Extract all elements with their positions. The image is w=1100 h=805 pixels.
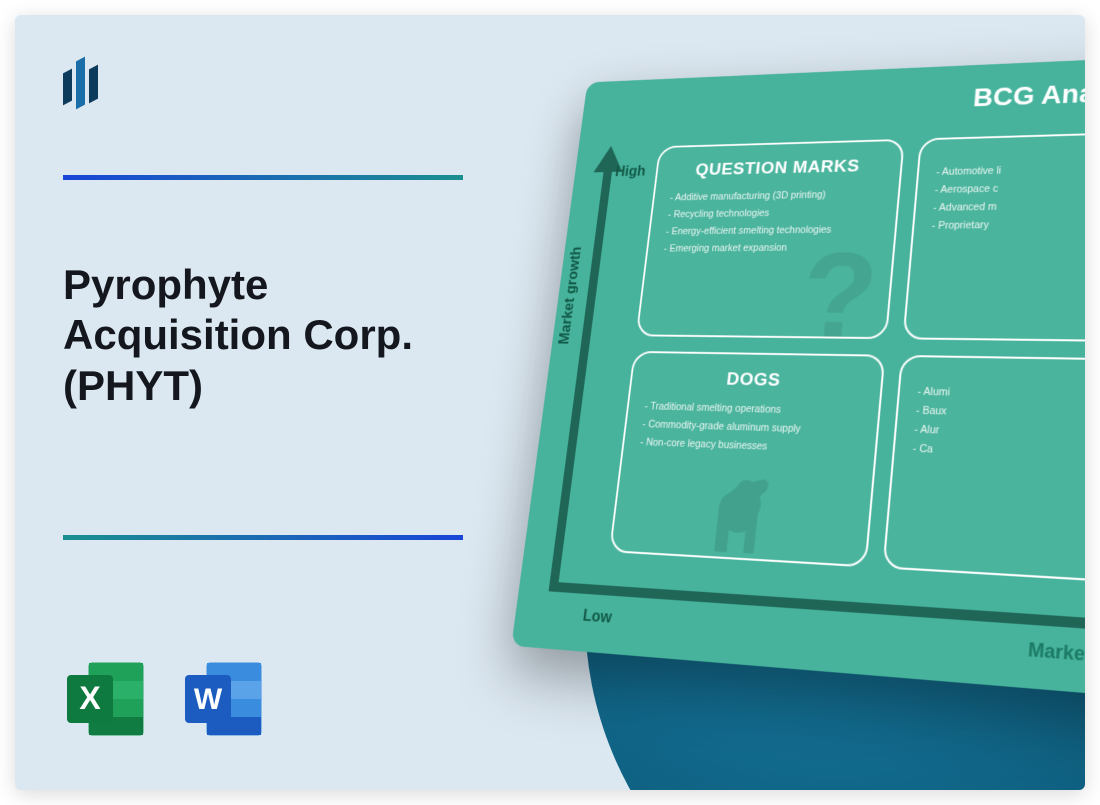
list-item: Advanced m — [933, 195, 1085, 217]
watermark-dog — [682, 453, 797, 567]
quadrant-heading — [919, 373, 1085, 378]
list-item: Proprietary — [931, 214, 1085, 235]
quadrant-heading: QUESTION MARKS — [672, 156, 884, 181]
word-icon: W — [181, 655, 269, 743]
quadrant-bottom-right: Alumi Baux Alur Ca — [882, 355, 1085, 586]
divider-bottom — [63, 535, 463, 540]
y-axis-arrow — [549, 168, 613, 592]
x-axis-arrow — [549, 582, 1085, 632]
axis-label-low: Low — [582, 608, 613, 628]
svg-text:W: W — [194, 683, 223, 716]
bcg-matrix-panel: BCG Analysis High Low Market growth Mark… — [511, 54, 1085, 702]
excel-icon: X — [63, 655, 151, 743]
list-item: Energy-efficient smelting technologies — [665, 221, 878, 241]
axis-label-high: High — [614, 164, 646, 180]
list-item: Ca — [912, 439, 1085, 467]
quadrant-list: Additive manufacturing (3D printing) Rec… — [663, 186, 882, 258]
quadrant-top-right: Automotive li Aerospace c Advanced m Pro… — [902, 130, 1085, 342]
list-item: Emerging market expansion — [663, 238, 877, 257]
infographic-card: Pyrophyte Acquisition Corp. (PHYT) X — [15, 15, 1085, 790]
quadrant-list: Alumi Baux Alur Ca — [912, 383, 1085, 467]
matrix-title: BCG Analysis — [972, 76, 1085, 113]
x-axis-label: Market share — [1027, 639, 1085, 671]
page-title: Pyrophyte Acquisition Corp. (PHYT) — [63, 260, 483, 411]
brand-logo — [63, 55, 107, 110]
quadrant-dogs: DOGS Traditional smelting operations Com… — [609, 351, 885, 567]
quadrant-grid: ? QUESTION MARKS Additive manufacturing … — [609, 130, 1085, 586]
quadrant-list: Automotive li Aerospace c Advanced m Pro… — [931, 158, 1085, 235]
y-axis-label: Market growth — [557, 246, 585, 344]
svg-text:X: X — [79, 680, 101, 716]
quadrant-list: Traditional smelting operations Commodit… — [639, 398, 861, 460]
quadrant-question-marks: ? QUESTION MARKS Additive manufacturing … — [636, 139, 905, 339]
app-icons-row: X W — [63, 655, 269, 743]
quadrant-heading — [938, 148, 1085, 154]
divider-top — [63, 175, 463, 180]
quadrant-heading: DOGS — [647, 368, 864, 394]
